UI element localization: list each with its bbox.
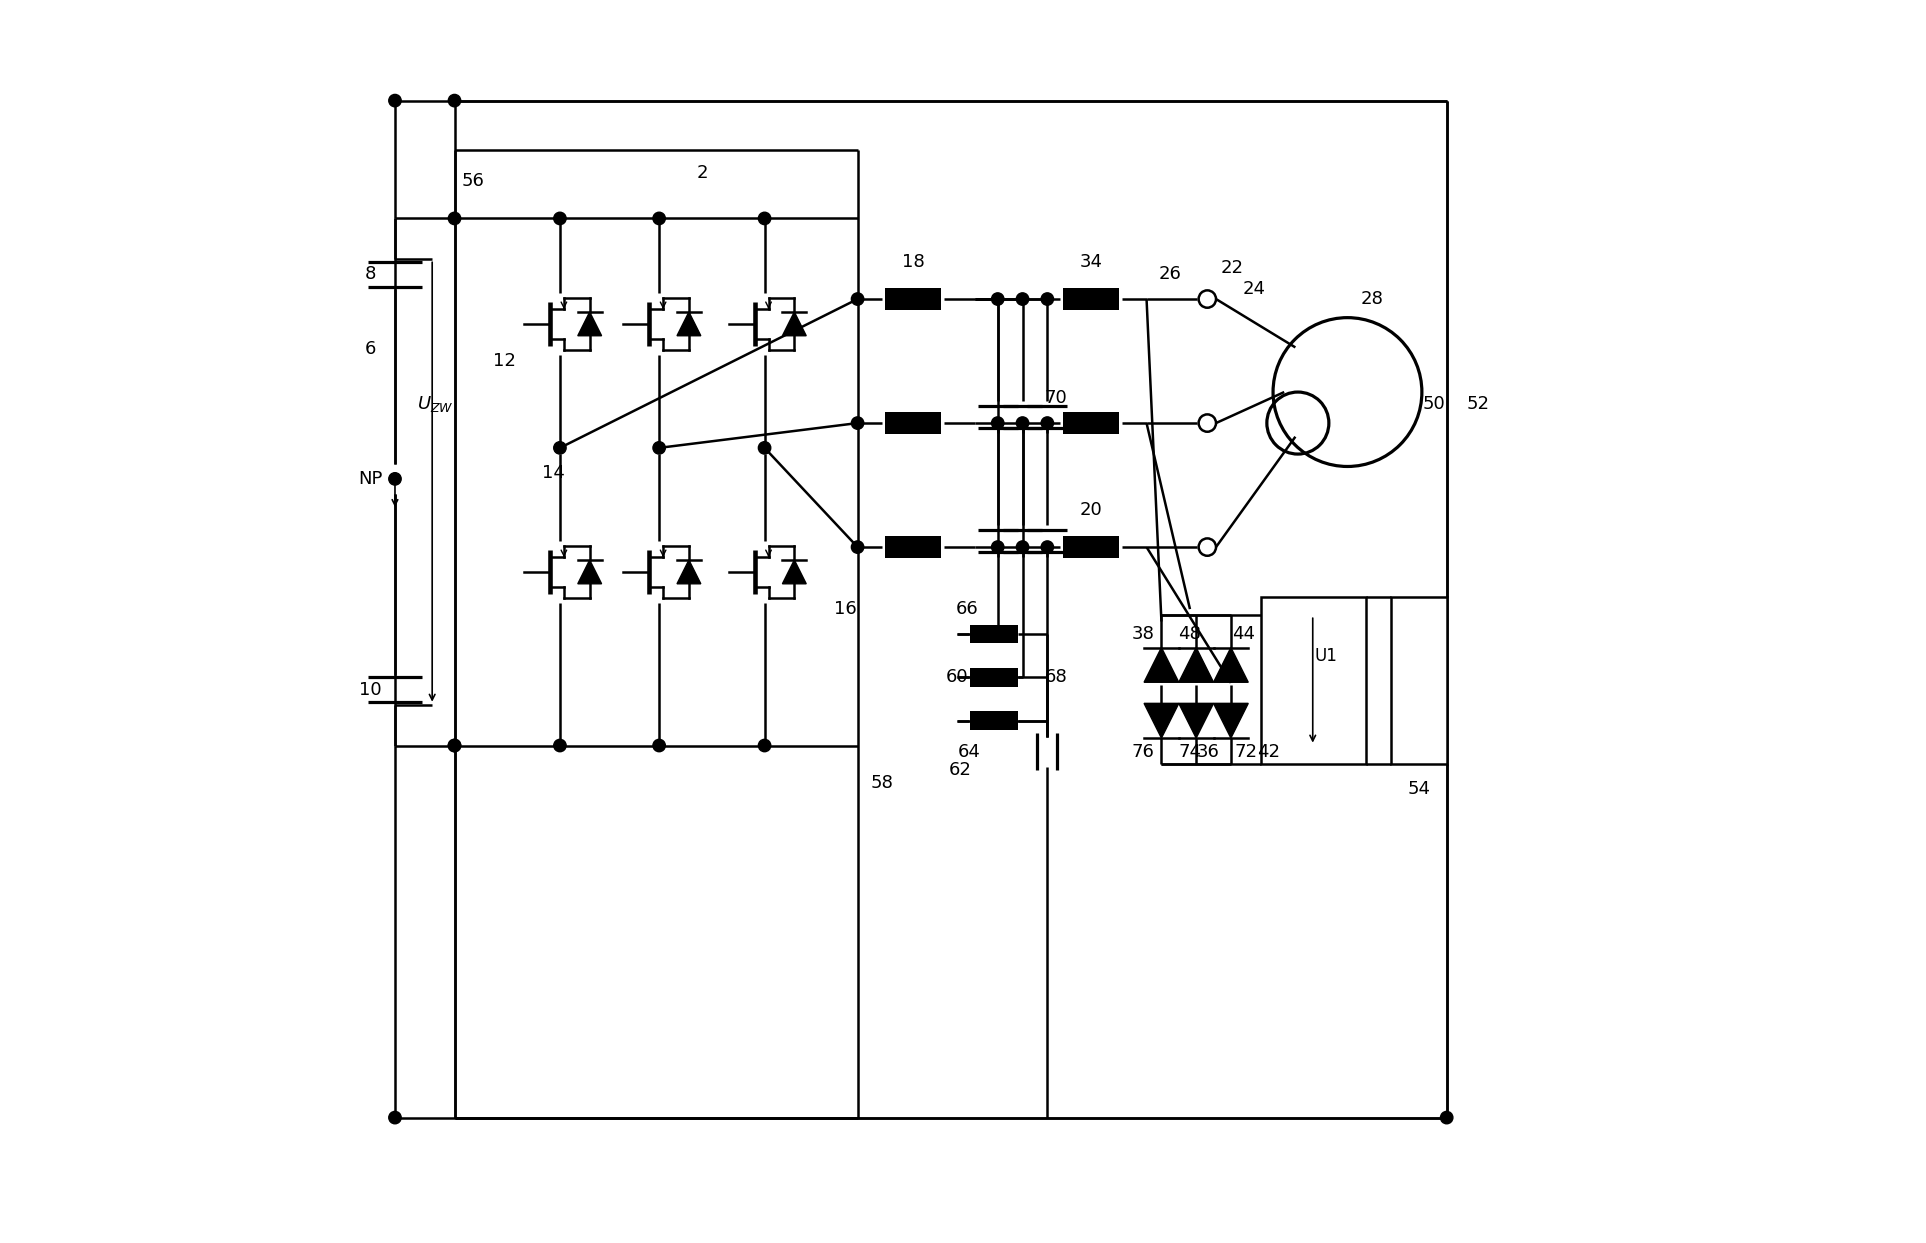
Circle shape — [555, 441, 566, 454]
Bar — [1063, 411, 1119, 434]
Circle shape — [1017, 293, 1028, 306]
Text: 22: 22 — [1221, 259, 1244, 277]
Text: 50: 50 — [1423, 395, 1446, 414]
Circle shape — [389, 94, 401, 107]
Text: 24: 24 — [1242, 280, 1265, 298]
Circle shape — [992, 293, 1003, 306]
Text: 18: 18 — [901, 252, 924, 271]
Text: 68: 68 — [1044, 669, 1067, 686]
Bar — [886, 536, 942, 558]
Polygon shape — [782, 561, 807, 584]
Text: 42: 42 — [1256, 743, 1279, 761]
Polygon shape — [578, 561, 601, 584]
Bar — [1063, 288, 1119, 311]
Text: U1: U1 — [1314, 646, 1337, 665]
Text: 72: 72 — [1235, 743, 1258, 761]
Circle shape — [851, 541, 863, 553]
Bar — [971, 667, 1017, 686]
Bar — [886, 288, 942, 311]
Circle shape — [1042, 416, 1054, 429]
Circle shape — [1441, 1111, 1452, 1124]
Circle shape — [389, 472, 401, 485]
Text: $U_{ZW}$: $U_{ZW}$ — [418, 394, 455, 414]
Text: 76: 76 — [1131, 743, 1154, 761]
Polygon shape — [1213, 648, 1248, 682]
Polygon shape — [1144, 648, 1179, 682]
Text: 64: 64 — [957, 743, 980, 761]
Bar — [886, 411, 942, 434]
Text: 48: 48 — [1179, 625, 1202, 643]
Circle shape — [759, 441, 770, 454]
Text: 38: 38 — [1131, 625, 1154, 643]
Text: 52: 52 — [1466, 395, 1489, 414]
Circle shape — [555, 740, 566, 752]
Text: 14: 14 — [543, 464, 564, 482]
Text: 44: 44 — [1233, 625, 1256, 643]
Text: 16: 16 — [834, 600, 857, 618]
Circle shape — [1042, 293, 1054, 306]
Circle shape — [449, 213, 460, 225]
Text: 2: 2 — [697, 164, 709, 181]
Circle shape — [992, 541, 1003, 553]
Text: 26: 26 — [1159, 265, 1181, 283]
Polygon shape — [1179, 704, 1213, 738]
Text: 58: 58 — [871, 773, 894, 792]
Circle shape — [1017, 541, 1028, 553]
Text: 36: 36 — [1198, 743, 1219, 761]
Text: 12: 12 — [493, 352, 516, 370]
Circle shape — [992, 416, 1003, 429]
Circle shape — [1017, 416, 1028, 429]
Text: 60: 60 — [946, 669, 969, 686]
Bar — [1063, 536, 1119, 558]
Polygon shape — [1144, 704, 1179, 738]
Text: NP: NP — [358, 470, 383, 487]
Text: 66: 66 — [955, 600, 978, 618]
Text: 74: 74 — [1179, 743, 1202, 761]
Polygon shape — [678, 312, 701, 336]
Text: 56: 56 — [462, 173, 485, 190]
Circle shape — [449, 94, 460, 107]
Text: 10: 10 — [358, 681, 381, 699]
Text: 8: 8 — [364, 265, 376, 283]
Circle shape — [653, 441, 664, 454]
Circle shape — [653, 740, 664, 752]
Bar — [971, 624, 1017, 643]
Circle shape — [555, 213, 566, 225]
Text: 62: 62 — [950, 761, 973, 779]
Polygon shape — [1179, 648, 1213, 682]
Polygon shape — [782, 312, 807, 336]
Text: 70: 70 — [1044, 389, 1067, 408]
Bar — [1262, 597, 1366, 764]
Polygon shape — [1213, 704, 1248, 738]
Circle shape — [389, 1111, 401, 1124]
Circle shape — [759, 213, 770, 225]
Circle shape — [449, 740, 460, 752]
Circle shape — [449, 740, 460, 752]
Circle shape — [851, 293, 863, 306]
Polygon shape — [578, 312, 601, 336]
Bar — [1391, 597, 1446, 764]
Circle shape — [1042, 541, 1054, 553]
Text: 54: 54 — [1408, 779, 1431, 798]
Text: 28: 28 — [1362, 290, 1383, 308]
Polygon shape — [678, 561, 701, 584]
Circle shape — [759, 740, 770, 752]
Circle shape — [653, 213, 664, 225]
Text: 6: 6 — [364, 339, 376, 358]
Text: 20: 20 — [1079, 501, 1102, 518]
Text: 34: 34 — [1079, 252, 1102, 271]
Bar — [971, 711, 1017, 730]
Circle shape — [851, 416, 863, 429]
